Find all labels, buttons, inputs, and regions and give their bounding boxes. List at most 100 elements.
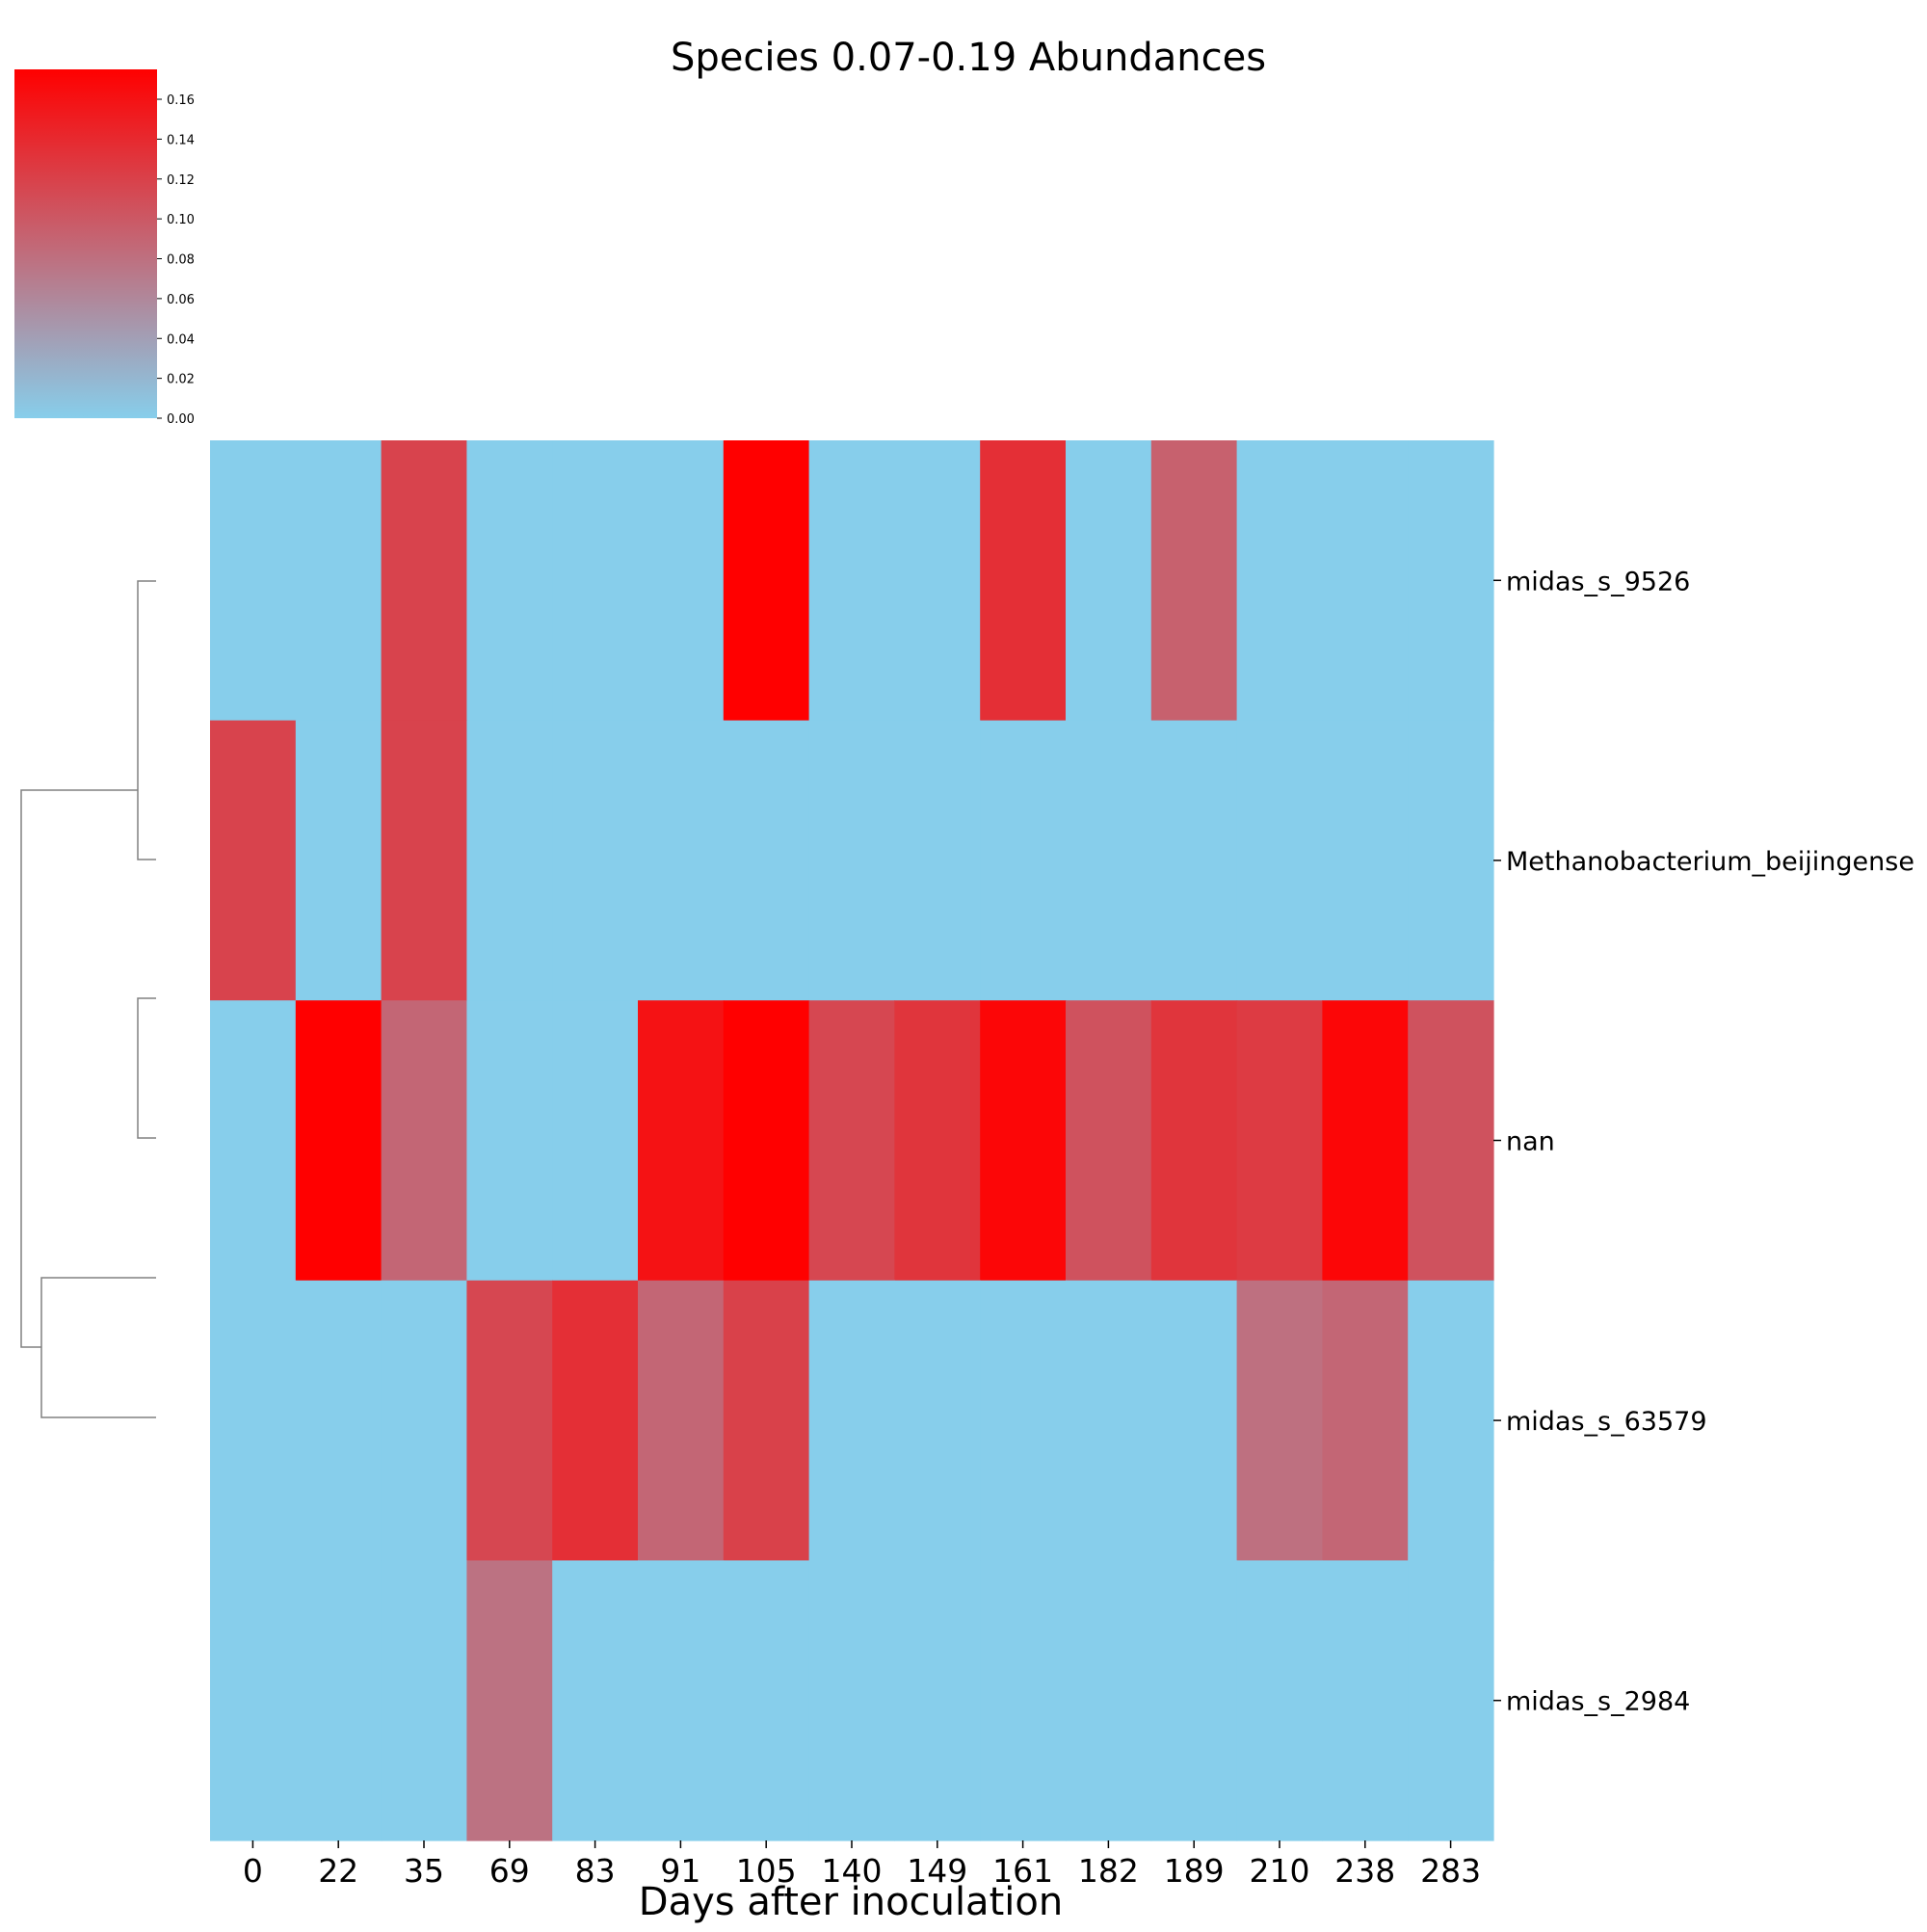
x-tick-label: 69 [489, 1852, 530, 1890]
heatmap-cell [894, 720, 981, 1001]
heatmap-cell [295, 1280, 383, 1561]
heatmap-cell [638, 720, 725, 1001]
heatmap-cell [1236, 440, 1323, 722]
heatmap-cell [552, 1560, 639, 1841]
heatmap-cell [210, 1000, 297, 1282]
heatmap-cell [638, 1280, 725, 1561]
heatmap-cell [381, 1280, 467, 1561]
heatmap-cell [808, 1280, 895, 1561]
row-dendrogram [20, 580, 156, 1418]
x-axis-label: Days after inoculation [639, 1880, 1063, 1924]
y-tick-label: midas_s_63579 [1506, 1407, 1707, 1437]
heatmap-cell [808, 440, 895, 722]
y-tick-label: nan [1506, 1127, 1555, 1157]
heatmap-cell [1408, 440, 1494, 722]
heatmap-cell [1066, 1280, 1152, 1561]
heatmap-cell [1322, 1280, 1409, 1561]
heatmap-cell [1150, 1000, 1238, 1282]
colorbar-ticks: 0.00 0.02 0.04 0.06 0.08 0.10 0.12 0.14 0.16 [157, 93, 195, 427]
colorbar-tick-label: 0.12 [167, 173, 195, 188]
heatmap-cell [1236, 1560, 1323, 1841]
heatmap-cells [210, 440, 1494, 1841]
heatmap-cell [210, 720, 297, 1001]
x-tick-label: 91 [660, 1852, 700, 1890]
colorbar-tick-label: 0.16 [167, 93, 195, 108]
heatmap-cell [894, 1000, 981, 1282]
heatmap-cell [1236, 720, 1323, 1001]
heatmap-cell [1066, 440, 1152, 722]
x-tick-label: 149 [907, 1852, 967, 1890]
heatmap-cell [1236, 1000, 1323, 1282]
heatmap-cell [723, 1280, 810, 1561]
chart-title: Species 0.07-0.19 Abundances [671, 36, 1266, 80]
dendrogram-link [40, 1277, 156, 1418]
x-tick-label: 140 [822, 1852, 883, 1890]
heatmap-cell [1066, 720, 1152, 1001]
heatmap-cell [210, 440, 297, 722]
colorbar-tick-label: 0.10 [167, 213, 195, 227]
y-tick-label: midas_s_9526 [1506, 567, 1690, 596]
heatmap-cell [723, 440, 810, 722]
x-tick-label: 35 [404, 1852, 444, 1890]
heatmap-cell [381, 440, 467, 722]
heatmap-cell [980, 1000, 1067, 1282]
heatmap-cell [466, 1280, 553, 1561]
heatmap-cell [1322, 1560, 1409, 1841]
x-tick-label: 189 [1164, 1852, 1225, 1890]
heatmap-cell [980, 440, 1067, 722]
colorbar-tick-label: 0.08 [167, 253, 195, 268]
heatmap-cell [808, 1560, 895, 1841]
heatmap-cell [638, 1560, 725, 1841]
heatmap-cell [466, 1000, 553, 1282]
heatmap-cell [808, 1000, 895, 1282]
heatmap-cell [466, 440, 553, 722]
heatmap-cell [1066, 1000, 1152, 1282]
heatmap-cell [980, 1560, 1067, 1841]
heatmap-cell [210, 1280, 297, 1561]
x-tick-label: 0 [243, 1852, 263, 1890]
colorbar-tick-label: 0.04 [167, 332, 195, 347]
heatmap-cell [552, 440, 639, 722]
heatmap-cell [381, 1000, 467, 1282]
heatmap-cell [1066, 1560, 1152, 1841]
dendrogram-link [20, 789, 138, 1348]
heatmap-cell [295, 440, 383, 722]
heatmap-cell [894, 1560, 981, 1841]
colorbar-tick-label: 0.02 [167, 373, 195, 387]
colorbar-tick-label: 0.14 [167, 133, 195, 147]
heatmap-cell [1236, 1280, 1323, 1561]
x-tick-label: 238 [1334, 1852, 1395, 1890]
heatmap-cell [1322, 440, 1409, 722]
heatmap-cell [466, 720, 553, 1001]
heatmap-cell [1150, 720, 1238, 1001]
heatmap-cell [1322, 1000, 1409, 1282]
y-tick-label: Methanobacterium_beijingense [1506, 847, 1914, 877]
x-tick-label: 182 [1078, 1852, 1139, 1890]
heatmap-cell [1150, 440, 1238, 722]
colorbar-tick-label: 0.00 [167, 412, 195, 427]
heatmap-cell [723, 720, 810, 1001]
x-tick-label: 210 [1250, 1852, 1310, 1890]
heatmap-cell [894, 1280, 981, 1561]
heatmap-cell [295, 720, 383, 1001]
heatmap-cell [381, 1560, 467, 1841]
x-tick-label: 283 [1420, 1852, 1481, 1890]
heatmap-cell [638, 440, 725, 722]
heatmap-cell [980, 1280, 1067, 1561]
heatmap-cell [1150, 1560, 1238, 1841]
heatmap-cell [210, 1560, 297, 1841]
x-axis-ticks: 0 22 35 69 83 91 105 140 149 161 182 189 210 238 283 [243, 1840, 1481, 1890]
x-tick-label: 161 [992, 1852, 1053, 1890]
heatmap-cell [980, 720, 1067, 1001]
heatmap-cell [295, 1560, 383, 1841]
heatmap-cell [1150, 1280, 1238, 1561]
heatmap-cell [1322, 720, 1409, 1001]
y-axis-ticks: midas_s_9526 Methanobacterium_beijingense… [1493, 567, 1914, 1717]
colorbar: 0.00 0.02 0.04 0.06 0.08 0.10 0.12 0.14 0.16 [14, 69, 195, 427]
colorbar-gradient [14, 69, 157, 418]
heatmap-cell [1408, 1560, 1494, 1841]
heatmap-cell [552, 1000, 639, 1282]
x-tick-label: 22 [318, 1852, 358, 1890]
